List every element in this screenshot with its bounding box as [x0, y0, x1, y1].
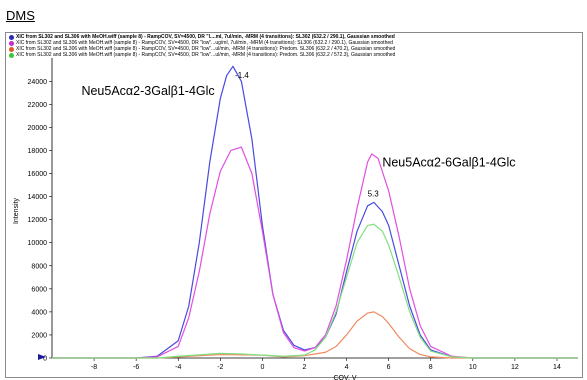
x-tick-label: 8	[429, 364, 433, 371]
legend-entry-text: XIC from SL302 and SL306 with MeOH.wiff …	[16, 40, 393, 46]
legend-entry-text: XIC from SL302 and SL306 with MeOH.wiff …	[16, 34, 395, 40]
y-tick-label: 20000	[28, 125, 48, 132]
legend-entry: XIC from SL302 and SL306 with MeOH.wiff …	[9, 40, 583, 46]
series-line-3	[52, 311, 578, 359]
x-tick-label: 4	[345, 364, 349, 371]
baseline-marker-icon	[38, 354, 46, 360]
y-tick-label: 22000	[28, 102, 48, 109]
y-tick-label: 18000	[28, 148, 48, 155]
y-tick-label: 24000	[28, 79, 48, 86]
header-title: DMS	[6, 8, 35, 23]
legend-entry-text: XIC from SL302 and SL306 with MeOH.wiff …	[16, 46, 396, 52]
x-tick-label: 12	[511, 364, 519, 371]
axes: 0 2000 4000 6000 8000 10000 12000 14000 16000 180…	[13, 58, 578, 380]
y-tick-label: 4000	[31, 309, 47, 316]
y-tick-label: 12000	[28, 217, 48, 224]
peak-apex-label: 5.3	[368, 190, 380, 199]
x-tick-label: 0	[260, 364, 264, 371]
y-tick-label: 6000	[31, 286, 47, 293]
peak-annotation: Neu5Acα2-6Galβ1-4Glc	[382, 156, 515, 170]
x-tick-label: -2	[217, 364, 223, 371]
legend-entry: XIC from SL302 and SL306 with MeOH.wiff …	[9, 46, 583, 52]
y-tick-label: 10000	[28, 240, 48, 247]
series-line-4	[52, 223, 578, 359]
x-tick-label: 6	[387, 364, 391, 371]
legend: XIC from SL302 and SL306 with MeOH.wiff …	[9, 34, 583, 58]
legend-marker-icon	[9, 52, 14, 58]
legend-entry: XIC from SL302 and SL306 with MeOH.wiff …	[9, 52, 583, 58]
x-tick-label: -6	[133, 364, 139, 371]
series-layer	[52, 65, 578, 359]
y-tick-label: 2000	[31, 332, 47, 339]
y-axis-title: Intensity	[13, 197, 20, 224]
peak-apex-label: -1.4	[235, 71, 249, 80]
x-tick-label: 14	[553, 364, 561, 371]
x-tick-label: 10	[469, 364, 477, 371]
x-tick-label: -8	[91, 364, 97, 371]
legend-marker-icon	[9, 40, 14, 46]
x-axis-title: COV, V	[333, 375, 356, 380]
legend-entry-text: XIC from SL302 and SL306 with MeOH.wiff …	[16, 52, 396, 58]
y-tick-label: 16000	[28, 171, 48, 178]
annotations: Neu5Acα2-3Galβ1-4Glc Neu5Acα2-6Galβ1-4Glc…	[81, 71, 515, 199]
x-tick-label: -4	[175, 364, 181, 371]
y-tick-label: 0	[43, 356, 47, 363]
series-line-1	[52, 65, 578, 359]
legend-entry: XIC from SL302 and SL306 with MeOH.wiff …	[9, 34, 583, 40]
legend-marker-icon	[9, 46, 14, 52]
chart-panel	[5, 32, 583, 378]
y-tick-label: 8000	[31, 263, 47, 270]
peak-annotation: Neu5Acα2-3Galβ1-4Glc	[81, 84, 214, 98]
legend-marker-icon	[9, 34, 14, 40]
y-tick-label: 14000	[28, 194, 48, 201]
x-tick-label: 2	[303, 364, 307, 371]
series-line-2	[52, 146, 578, 359]
